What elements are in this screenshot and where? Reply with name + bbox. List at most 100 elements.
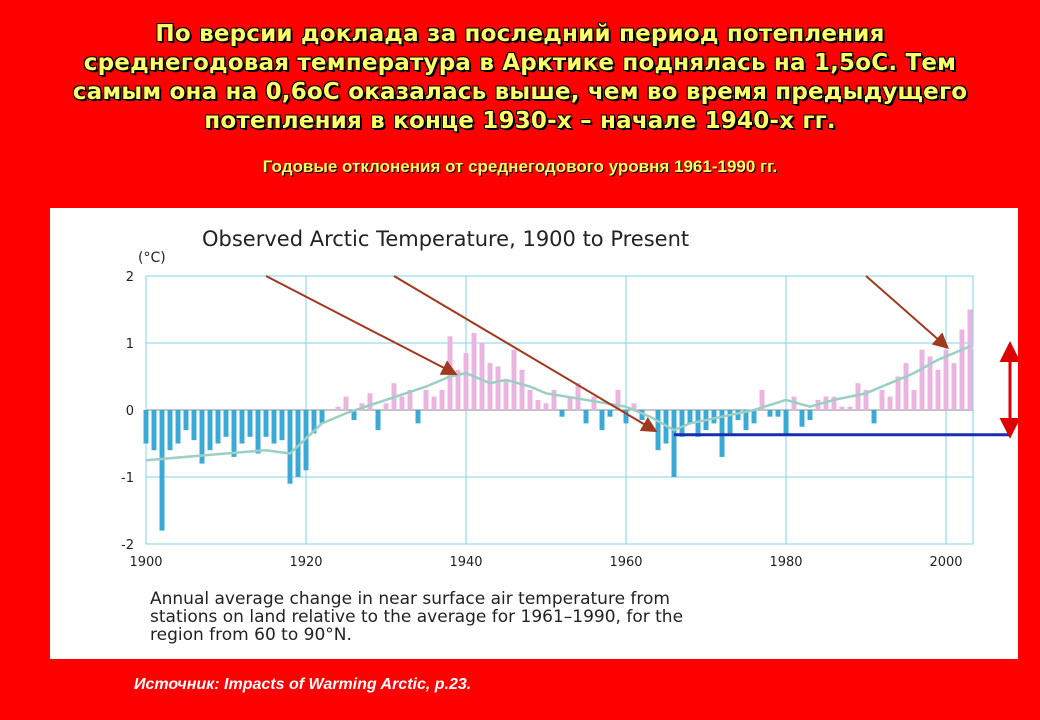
caption-line-1: Annual average change in near surface ai… [150,589,670,609]
caption-line-2: stations on land relative to the average… [150,607,683,627]
source-note: Источник: Impacts of Warming Arctic, p.2… [134,676,472,693]
temperature-bar [919,349,925,410]
temperature-bar [687,410,693,424]
chart-caption: Annual average change in near surface ai… [150,589,683,645]
temperature-bar [351,410,357,421]
temperature-bar [551,389,557,410]
temperature-bar [799,410,805,427]
arctic-temperature-chart: Observed Arctic Temperature, 1900 to Pre… [121,227,1021,645]
temperature-bar [599,410,605,431]
temperature-bar [751,410,757,424]
annotation-unit: о С [975,362,1001,379]
temperature-bar [903,363,909,410]
temperature-bar [607,410,613,417]
temperature-bar [847,406,853,410]
temperature-bar [711,410,717,424]
temperature-bar [783,410,789,434]
temperature-bar [215,410,221,444]
temperature-bar [263,410,269,437]
chart-title: Observed Arctic Temperature, 1900 to Pre… [202,227,689,251]
y-tick-label: -1 [121,471,134,486]
annotation-value: +1,5 [972,340,1004,357]
temperature-bar [495,366,501,410]
temperature-bar [327,410,333,411]
temperature-bar [775,410,781,417]
temperature-bar [911,389,917,410]
x-tick-label: 2000 [929,555,962,570]
temperature-bar [231,410,237,457]
temperature-bar [511,349,517,410]
temperature-bar [223,410,229,437]
temperature-bar [407,389,413,410]
temperature-bar [655,410,661,451]
temperature-bar [439,389,445,410]
temperature-bar [639,410,645,421]
temperature-bar [967,309,973,410]
temperature-bar [695,410,701,437]
temperature-bar [207,410,213,451]
temperature-bar [311,410,317,434]
chart-panel: Observed Arctic Temperature, 1900 to Pre… [50,208,1021,659]
temperature-bar [831,396,837,410]
temperature-bar [951,363,957,410]
temperature-bar [295,410,301,477]
temperature-bar [887,396,893,410]
title-line-4: потепления в конце 1930-х – начале 1940-… [204,108,836,134]
temperature-bar [871,410,877,424]
temperature-bar [615,389,621,410]
axis-ticks: 2 1 0 -1 -2 1900 1920 1940 1960 1980 2000 [121,270,963,570]
temperature-bar [399,396,405,410]
caption-line-3: region from 60 to 90°N. [150,625,352,645]
temperature-bar [855,383,861,410]
x-tick-label: 1980 [769,555,802,570]
x-tick-label: 1920 [289,555,322,570]
temperature-bar [239,410,245,444]
temperature-bar [375,410,381,431]
temperature-bar [503,379,509,410]
warming-annotation: +1,5 о С [958,338,1018,382]
temperature-bar [167,410,173,451]
temperature-bar [383,403,389,410]
temperature-bar [535,399,541,410]
temperature-bar [335,406,341,410]
temperature-bar [247,410,253,437]
y-axis-label: (°C) [138,250,166,266]
y-tick-label: -2 [121,538,134,553]
trend-pointer-arrow [265,275,458,375]
x-tick-label: 1960 [609,555,642,570]
annotation-overlay [265,275,1021,439]
temperature-bar [199,410,205,464]
title-line-3: самым она на 0,6оС оказалась выше, чем в… [72,79,968,105]
temperature-bar [807,410,813,421]
temperature-bar [527,389,533,410]
slide-title: По версии доклада за последний период по… [0,20,1040,136]
temperature-bar [175,410,181,444]
temperature-bar [567,396,573,410]
temperature-bar [479,343,485,410]
y-tick-label: 0 [126,404,134,419]
temperature-bar [415,410,421,424]
temperature-bar [191,410,197,441]
y-tick-label: 1 [126,337,134,352]
temperature-bar [839,406,845,410]
trend-pointer-arrow [393,275,658,433]
y-tick-label: 2 [126,270,134,285]
temperature-bar [943,349,949,410]
temperature-bar [463,353,469,410]
temperature-bar [959,329,965,410]
temperature-bar [623,410,629,424]
x-tick-label: 1900 [129,555,162,570]
title-line-1: По версии доклада за последний период по… [155,21,885,47]
title-line-2: среднегодовая температура в Арктике подн… [83,50,957,76]
temperature-bar [679,410,685,437]
temperature-bar [735,410,741,421]
temperature-bar [671,410,677,477]
temperature-bar [631,403,637,410]
temperature-bar [151,410,157,451]
temperature-bar [727,410,733,434]
temperature-bar [895,376,901,410]
slide-subtitle: Годовые отклонения от среднегодового уро… [262,157,778,176]
temperature-bar [159,410,165,531]
temperature-bar [183,410,189,431]
temperature-bar [927,356,933,410]
